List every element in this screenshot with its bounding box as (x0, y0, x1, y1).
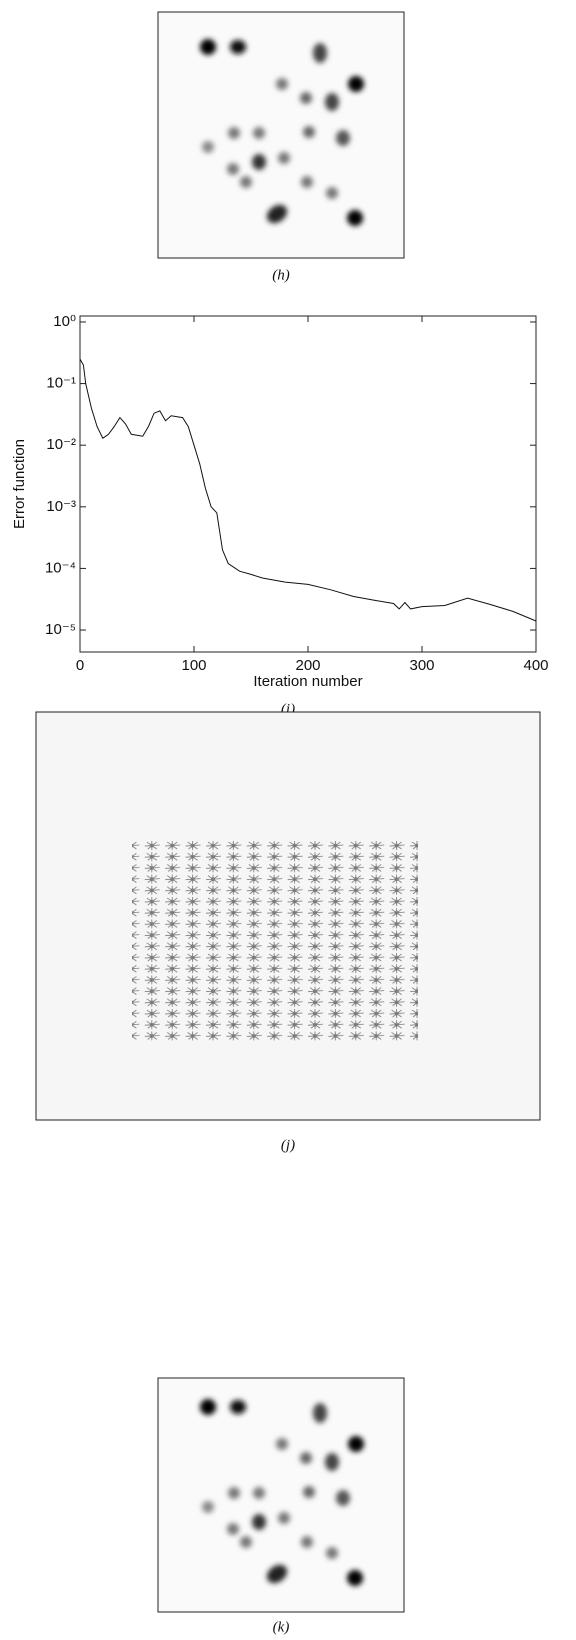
panel-j-pattern (132, 840, 418, 1042)
data-line (79, 358, 537, 622)
x-tick-label: 0 (76, 657, 84, 674)
panel-label: (h) (272, 267, 290, 283)
y-tick-label: 10⁻¹ (46, 375, 76, 392)
y-tick-label: 10⁻² (46, 436, 76, 453)
panel-label: (k) (273, 1619, 290, 1635)
y-tick-label: 10⁰ (53, 313, 76, 330)
y-tick-label: 10⁻⁴ (45, 559, 76, 576)
y-axis-label: Error function (11, 439, 28, 529)
plot-frame (79, 315, 537, 653)
line-chart: 0 100 200 300 400 10⁰ 10⁻¹ 10⁻² 10⁻³ 10⁻⁴ 10⁻⁵ Iter… (11, 313, 549, 717)
x-tick-label: 400 (523, 657, 548, 674)
x-tick-label: 300 (409, 657, 434, 674)
y-tick-label: 10⁻³ (46, 498, 76, 515)
y-tick-label: 10⁻⁵ (45, 621, 76, 638)
panel-h (157, 11, 405, 259)
x-tick-label: 200 (295, 657, 320, 674)
x-axis-label: Iteration number (253, 673, 362, 690)
panel-label: (j) (281, 1137, 295, 1153)
x-tick-label: 100 (181, 657, 206, 674)
